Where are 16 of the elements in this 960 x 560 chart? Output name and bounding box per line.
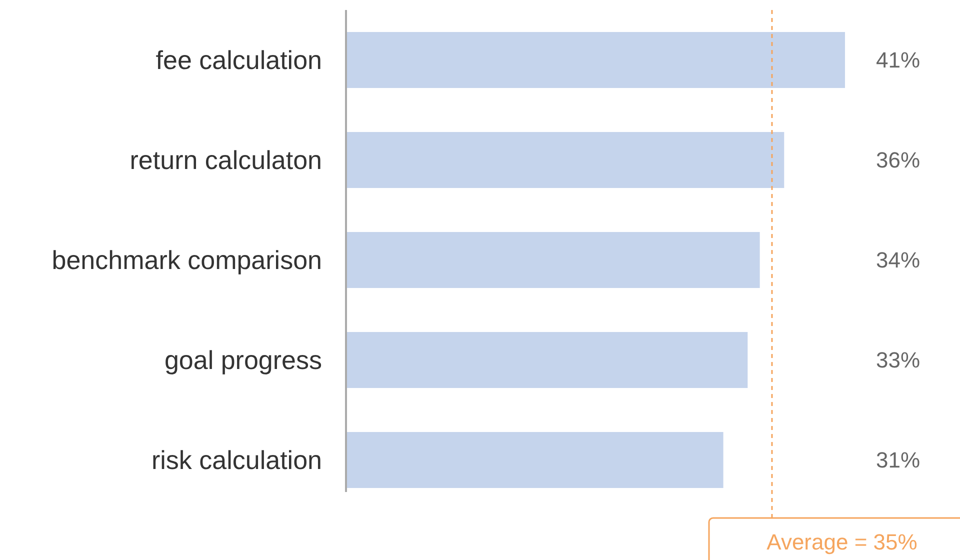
y-tick-label: goal progress <box>164 345 322 376</box>
y-tick-label: benchmark comparison <box>52 245 322 276</box>
bar <box>346 232 760 288</box>
ref-line-label: Average = 35% <box>766 530 918 555</box>
data-label: 33% <box>876 348 920 373</box>
y-tick-label: fee calculation <box>156 45 322 76</box>
data-label: 31% <box>876 448 920 473</box>
y-tick-label: risk calculation <box>151 445 322 476</box>
data-label: 36% <box>876 148 920 173</box>
y-tick-label: return calculaton <box>130 145 322 176</box>
bar <box>346 432 724 488</box>
bar <box>346 332 748 388</box>
bar <box>346 32 845 88</box>
data-label: 41% <box>876 48 920 73</box>
bar <box>346 132 784 188</box>
data-label: 34% <box>876 248 920 273</box>
